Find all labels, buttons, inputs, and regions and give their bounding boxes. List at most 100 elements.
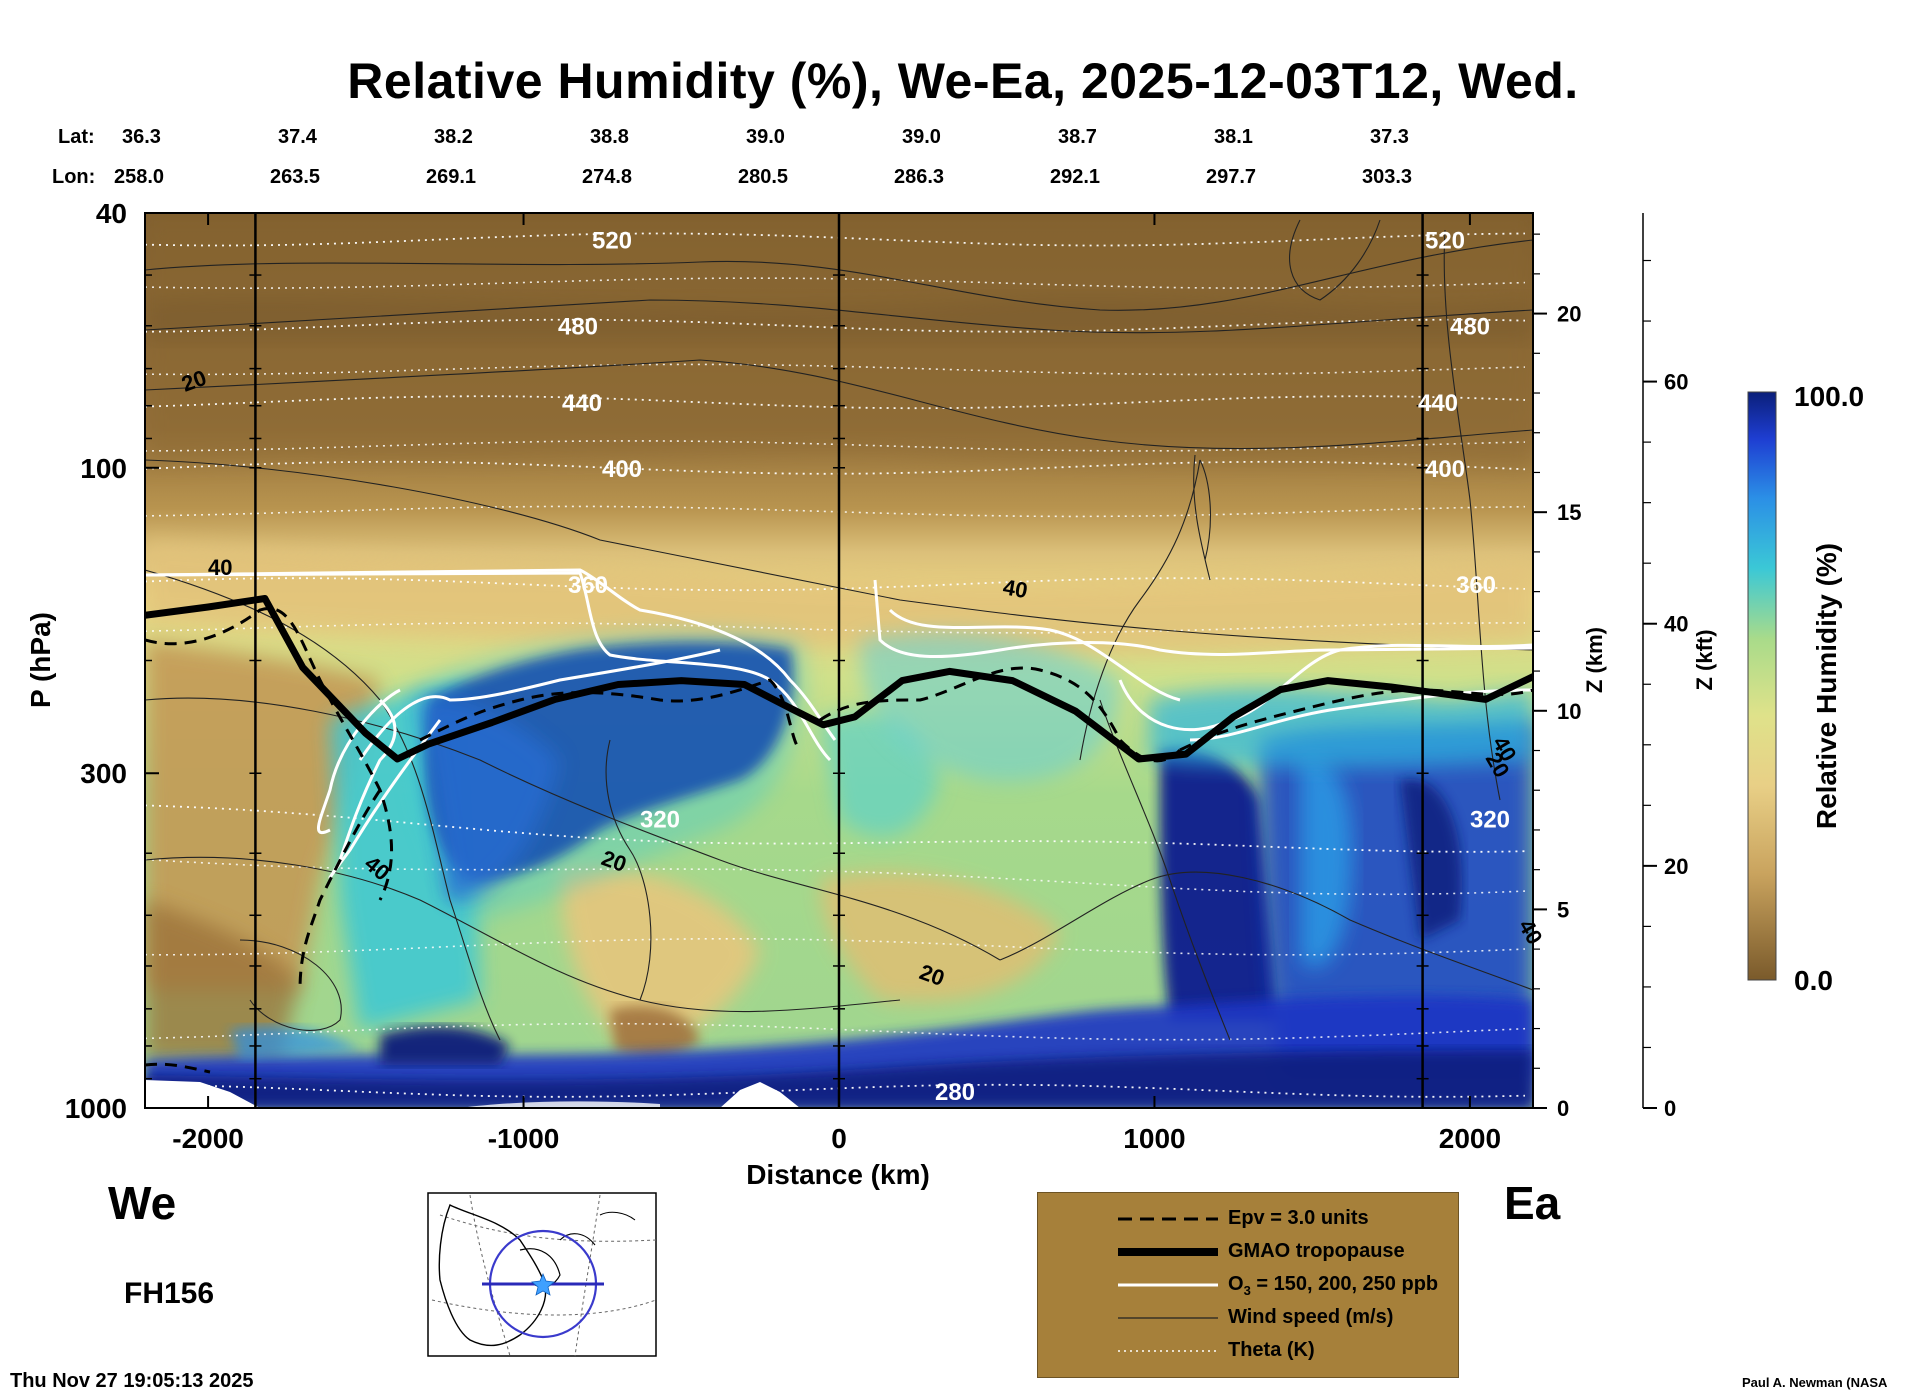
x-tick-label: -1000 (488, 1123, 560, 1154)
colorbar-gradient (1747, 391, 1777, 981)
epv-contour (145, 606, 393, 901)
wind-contour (1193, 454, 1211, 581)
ozone-contours (145, 568, 1533, 879)
forecast-hour: FH156 (124, 1277, 215, 1310)
legend: Epv = 3.0 units GMAO tropopause O3 = 150… (1037, 1192, 1459, 1378)
wind-label: 40 (208, 555, 232, 580)
y-tick-label: 40 (96, 198, 127, 229)
colorbar-min-label: 0.0 (1794, 965, 1833, 996)
wind-contour (145, 299, 1533, 334)
ozone-contour (316, 688, 401, 834)
lon-value: 269.1 (426, 166, 477, 188)
x-tick-label: 1000 (1123, 1123, 1185, 1154)
epv-contour (145, 1062, 211, 1074)
zkm-tick-label: 5 (1557, 897, 1569, 922)
theta-label: 440 (1418, 390, 1458, 417)
zkm-tick-label: 15 (1557, 500, 1581, 525)
wind-contour (145, 239, 1533, 311)
lat-value: 38.1 (1214, 126, 1253, 148)
epv-contour (419, 678, 802, 752)
theta-label: 520 (592, 228, 632, 255)
theta-label: 320 (1470, 806, 1510, 833)
lat-value: 37.3 (1370, 126, 1409, 148)
lon-label: Lon: (52, 166, 96, 188)
lon-value: 263.5 (270, 166, 321, 188)
epv-contour (145, 606, 1533, 1074)
zkm-axis-label: Z (km) (1582, 627, 1607, 693)
legend-tropopause-label: GMAO tropopause (1228, 1240, 1405, 1262)
theta-label: 360 (1456, 572, 1496, 599)
zkft-tick-label: 60 (1664, 370, 1688, 395)
wind-contour (145, 359, 1533, 450)
credit: Paul A. Newman (NASA (1742, 1375, 1888, 1390)
y-tick-label: 100 (80, 453, 127, 484)
x-tick-label: 0 (831, 1123, 847, 1154)
legend-wind-label: Wind speed (m/s) (1228, 1306, 1394, 1328)
zkft-axis-label: Z (kft) (1692, 629, 1717, 690)
epv-contour (298, 789, 382, 991)
wind-contour (239, 939, 342, 1031)
lat-value: 36.3 (122, 126, 161, 148)
y-tick-label: 1000 (65, 1093, 127, 1124)
x-axis: -2000 -1000 0 1000 2000 Distance (km) (172, 213, 1501, 1190)
theta-label: 320 (640, 806, 680, 833)
legend-tropopause: GMAO tropopause (1038, 1236, 1458, 1268)
legend-theta: Theta (K) (1038, 1335, 1458, 1367)
wind-speed-contours (145, 219, 1533, 1041)
x-tick-label: -2000 (172, 1123, 244, 1154)
wind-label: 40 (1001, 574, 1029, 603)
theta-label: 440 (562, 390, 602, 417)
y-axis-pressure: 40 100 300 1000 P (hPa) (25, 198, 159, 1124)
zkm-tick-label: 0 (1557, 1096, 1569, 1121)
lat-value: 38.7 (1058, 126, 1097, 148)
wind-contour (605, 739, 652, 1001)
zkm-tick-label: 20 (1557, 302, 1581, 327)
wind-contour (1443, 229, 1501, 801)
y-axis-z-kft: 0 20 40 60 Z (kft) (1642, 213, 1717, 1121)
zkft-tick-label: 40 (1664, 612, 1688, 637)
theta-label: 480 (1450, 314, 1490, 341)
wind-contour (999, 871, 1533, 991)
legend-wind: Wind speed (m/s) (1038, 1302, 1458, 1334)
y-axis-label: P (hPa) (25, 612, 56, 708)
lat-label: Lat: (58, 126, 95, 148)
lat-value: 38.2 (434, 126, 473, 148)
wind-contour (145, 856, 901, 1013)
wind-contour (1099, 699, 1231, 1041)
theta-label: 520 (1425, 228, 1465, 255)
vertical-markers (249, 213, 1429, 1108)
lat-value: 37.4 (278, 126, 317, 148)
legend-epv-label: Epv = 3.0 units (1228, 1207, 1369, 1229)
theta-label: 400 (1425, 456, 1465, 483)
locator-map (427, 1192, 657, 1357)
lon-value: 286.3 (894, 166, 945, 188)
theta-label: 280 (935, 1079, 975, 1106)
legend-ozone: O3 = 150, 200, 250 ppb (1038, 1269, 1458, 1301)
wind-contour (145, 697, 1001, 961)
lon-value: 258.0 (114, 166, 165, 188)
ozone-contour (873, 579, 1533, 659)
timestamp: Thu Nov 27 19:05:13 2025 (10, 1370, 254, 1392)
x-axis-label: Distance (km) (746, 1159, 930, 1190)
wind-contour (145, 459, 1533, 651)
zkft-tick-label: 20 (1664, 854, 1688, 879)
east-label: Ea (1504, 1177, 1561, 1229)
lat-value: 39.0 (902, 126, 941, 148)
ozone-contour (358, 648, 721, 761)
wind-contour (1079, 459, 1201, 761)
wind-contour (1289, 219, 1381, 301)
colorbar-max-label: 100.0 (1794, 381, 1864, 412)
lon-value: 297.7 (1206, 166, 1257, 188)
y-axis-z-km: 0 5 10 15 20 Z (km) (1533, 233, 1607, 1121)
epv-contour (819, 666, 1182, 763)
lon-value: 274.8 (582, 166, 633, 188)
theta-label: 360 (568, 572, 608, 599)
epv-contour (1179, 688, 1533, 752)
colorbar: 100.0 0.0 Relative Humidity (%) (1747, 381, 1864, 996)
wind-contour (145, 569, 501, 1041)
x-tick-label: 2000 (1439, 1123, 1501, 1154)
lon-value: 292.1 (1050, 166, 1101, 188)
legend-theta-label: Theta (K) (1228, 1339, 1315, 1361)
